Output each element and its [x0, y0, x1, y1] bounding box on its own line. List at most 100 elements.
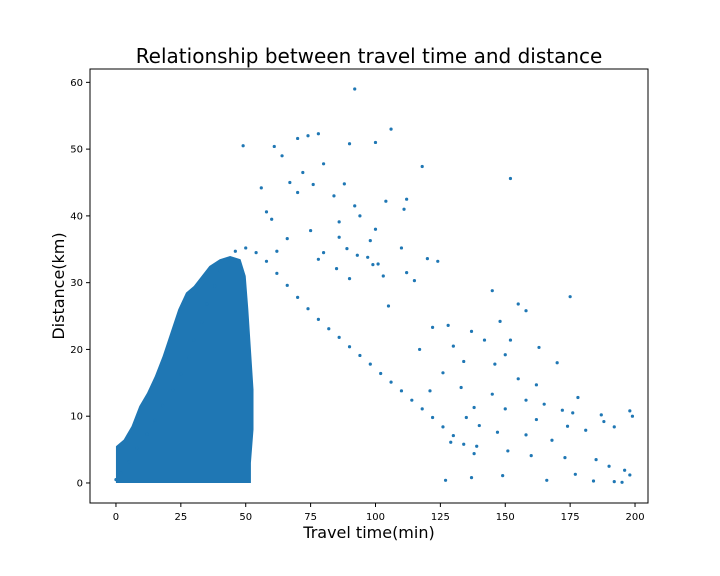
- scatter-point: [179, 372, 183, 376]
- scatter-point: [493, 362, 497, 366]
- scatter-point: [212, 284, 217, 288]
- scatter-point: [430, 325, 435, 329]
- scatter-point: [119, 471, 123, 475]
- scatter-point: [187, 355, 191, 360]
- scatter-point: [418, 347, 422, 352]
- scatter-point: [301, 170, 305, 175]
- scatter-point: [446, 323, 450, 327]
- y-tick-label: 60: [70, 78, 83, 89]
- scatter-point: [347, 142, 352, 146]
- chart-title: Relationship between travel time and dis…: [136, 44, 603, 68]
- scatter-point: [560, 408, 564, 412]
- scatter-point: [389, 127, 393, 131]
- x-tick-label: 75: [304, 512, 317, 523]
- scatter-point: [171, 388, 175, 392]
- scatter-point: [368, 362, 372, 366]
- scatter-point: [628, 473, 632, 477]
- scatter-point: [436, 259, 440, 263]
- scatter-point: [200, 320, 204, 324]
- scatter-point: [347, 277, 352, 281]
- x-tick-label: 50: [239, 512, 252, 523]
- scatter-point: [537, 345, 541, 350]
- x-tick-label: 0: [113, 512, 119, 523]
- plot-area-frame: [89, 68, 649, 504]
- scatter-point: [495, 430, 500, 434]
- scatter-point: [285, 283, 289, 287]
- scatter-point: [264, 210, 269, 214]
- scatter-point: [345, 247, 349, 251]
- scatter-point: [327, 327, 331, 331]
- scatter-point: [410, 398, 414, 402]
- scatter-point: [321, 162, 326, 166]
- scatter-point: [501, 474, 505, 478]
- scatter-point: [285, 236, 289, 241]
- scatter-point: [462, 442, 466, 446]
- scatter-point: [358, 214, 362, 218]
- scatter-point: [420, 407, 424, 411]
- x-tick-label: 175: [561, 512, 580, 523]
- scatter-point: [306, 307, 310, 311]
- scatter-point: [381, 274, 385, 278]
- scatter-point: [254, 251, 258, 255]
- scatter-point: [275, 249, 279, 253]
- scatter-point: [591, 479, 596, 483]
- scatter-point: [225, 258, 230, 262]
- scatter-point: [373, 140, 378, 145]
- x-tick-label: 125: [431, 512, 450, 523]
- scatter-point: [472, 405, 476, 410]
- scatter-point: [270, 217, 274, 221]
- scatter-point: [628, 409, 632, 413]
- scatter-point: [399, 389, 404, 393]
- scatter-point: [443, 478, 448, 482]
- scatter-point: [233, 249, 237, 253]
- scatter-point: [428, 389, 432, 393]
- scatter-point: [153, 418, 157, 422]
- scatter-point: [623, 468, 627, 472]
- scatter-point: [542, 402, 546, 406]
- scatter-point: [534, 383, 539, 387]
- scatter-point: [462, 359, 466, 364]
- scatter-point: [386, 304, 391, 308]
- scatter-point: [296, 190, 300, 195]
- scatter-point: [451, 344, 455, 348]
- scatter-point: [516, 377, 520, 381]
- scatter-point: [573, 472, 577, 476]
- scatter-point: [602, 419, 606, 424]
- scatter-point: [192, 338, 196, 342]
- scatter-point: [127, 460, 131, 464]
- scatter-point: [334, 267, 339, 271]
- scatter-point: [342, 182, 346, 186]
- scatter-point: [161, 403, 165, 408]
- scatter-point: [508, 176, 513, 181]
- scatter-point: [599, 413, 603, 417]
- scatter-point: [316, 317, 320, 321]
- scatter-point: [490, 392, 494, 396]
- scatter-point: [506, 449, 510, 453]
- scatter-point: [114, 478, 118, 482]
- scatter-point: [355, 253, 359, 257]
- x-tick-label: 200: [625, 512, 644, 523]
- scatter-point: [571, 411, 575, 415]
- scatter-point: [368, 238, 372, 243]
- x-tick-label: 100: [366, 512, 385, 523]
- scatter-point: [475, 444, 479, 448]
- scatter-point: [612, 425, 616, 429]
- scatter-point: [353, 204, 357, 208]
- scatter-point: [389, 380, 393, 384]
- scatter-point: [503, 353, 507, 357]
- scatter-point: [337, 335, 341, 340]
- scatter-point: [490, 289, 494, 293]
- scatter-point: [241, 144, 245, 148]
- scatter-point: [316, 132, 320, 136]
- scatter-point: [563, 455, 567, 460]
- scatter-point: [405, 271, 409, 275]
- scatter-point: [459, 385, 463, 390]
- x-tick-label: 150: [496, 512, 515, 523]
- scatter-point: [449, 440, 453, 444]
- scatter-point: [399, 246, 404, 250]
- x-axis: 0 25 50 75 100 125 150 175 200: [113, 503, 645, 523]
- scatter-point: [503, 407, 507, 411]
- scatter-point: [145, 432, 149, 436]
- scatter-point: [524, 433, 528, 437]
- scatter-point: [550, 438, 554, 442]
